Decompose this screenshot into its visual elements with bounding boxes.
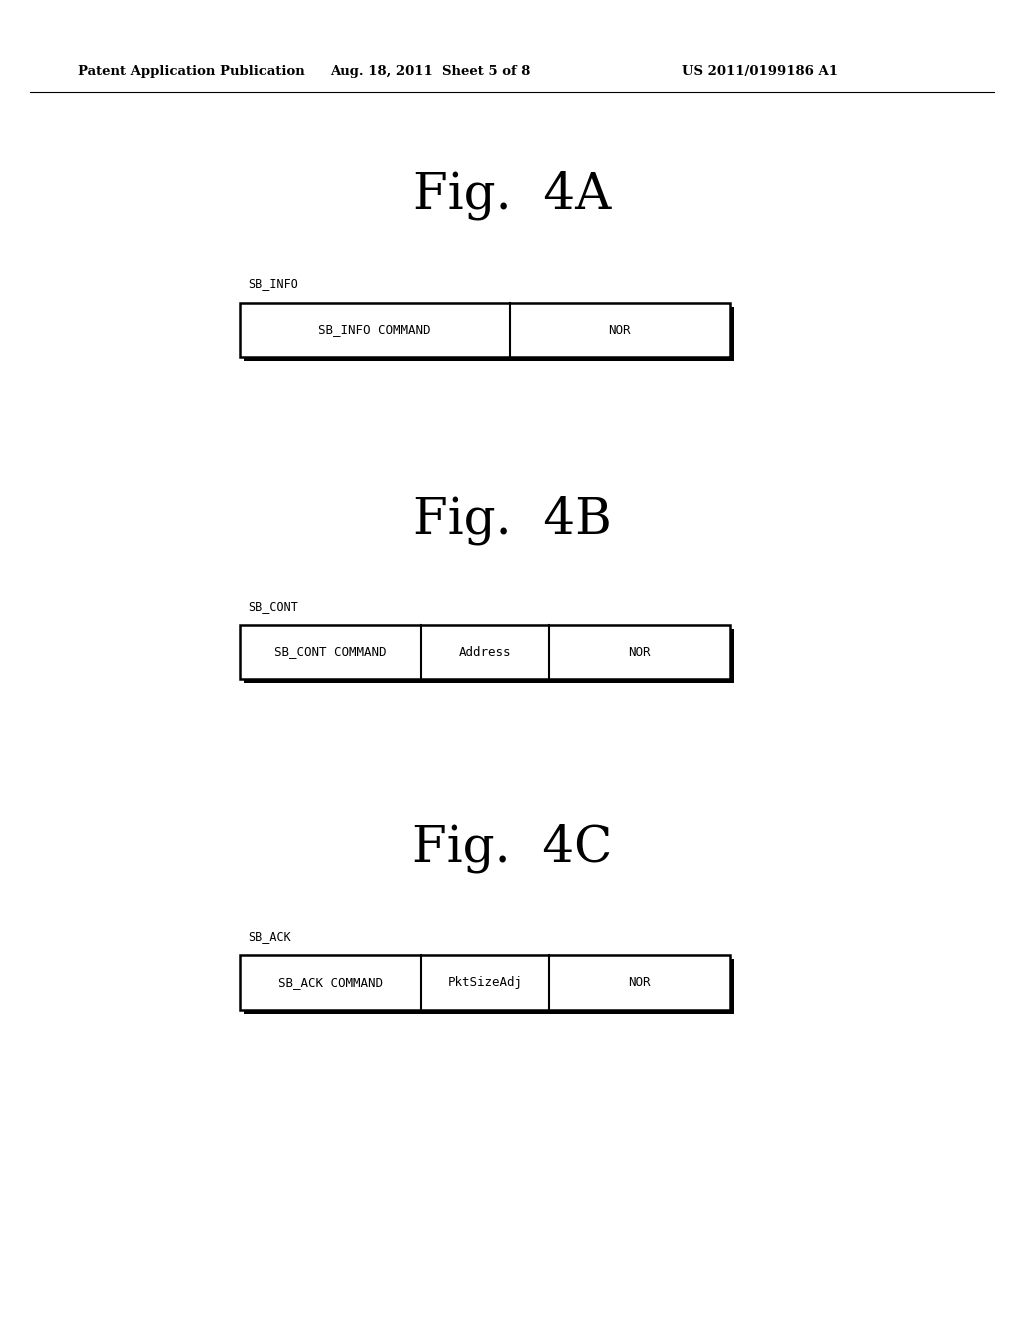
Text: SB_INFO: SB_INFO: [248, 277, 298, 290]
Text: NOR: NOR: [628, 645, 650, 659]
Text: SB_CONT COMMAND: SB_CONT COMMAND: [274, 645, 387, 659]
Text: US 2011/0199186 A1: US 2011/0199186 A1: [682, 66, 838, 78]
Text: SB_ACK COMMAND: SB_ACK COMMAND: [279, 975, 383, 989]
Bar: [240, 954, 730, 1010]
Text: PktSizeAdj: PktSizeAdj: [447, 975, 522, 989]
Bar: [244, 630, 734, 682]
Text: NOR: NOR: [608, 323, 631, 337]
Bar: [240, 304, 730, 356]
Text: Aug. 18, 2011  Sheet 5 of 8: Aug. 18, 2011 Sheet 5 of 8: [330, 66, 530, 78]
Text: SB_ACK: SB_ACK: [248, 931, 291, 944]
Text: Patent Application Publication: Patent Application Publication: [78, 66, 305, 78]
Text: SB_INFO COMMAND: SB_INFO COMMAND: [318, 323, 431, 337]
Text: Fig.  4A: Fig. 4A: [413, 170, 611, 219]
Text: Address: Address: [459, 645, 511, 659]
Text: Fig.  4C: Fig. 4C: [412, 824, 612, 873]
Text: NOR: NOR: [628, 975, 650, 989]
Text: Fig.  4B: Fig. 4B: [413, 495, 611, 545]
Bar: [240, 624, 730, 678]
Bar: [244, 960, 734, 1014]
Text: SB_CONT: SB_CONT: [248, 601, 298, 614]
Bar: [244, 308, 734, 360]
